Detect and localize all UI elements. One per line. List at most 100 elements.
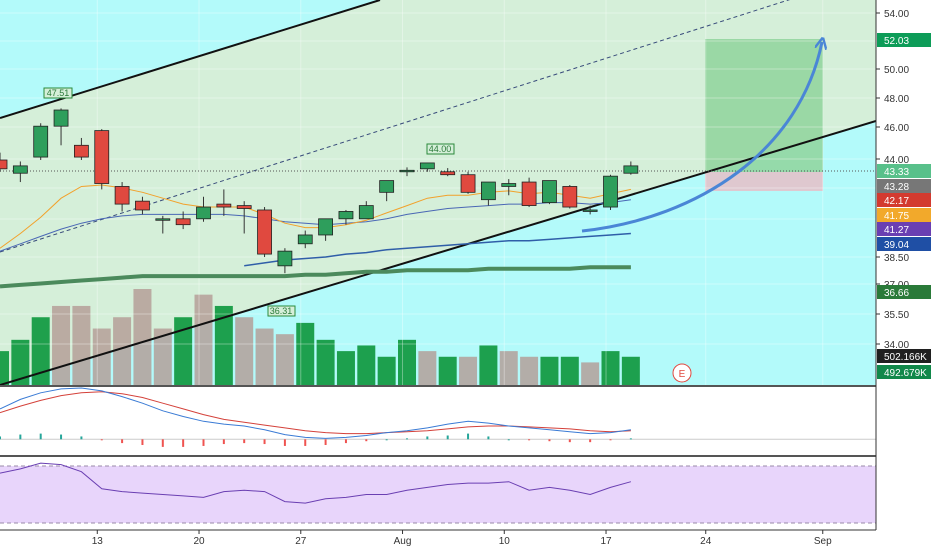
candle [53, 108, 69, 146]
candle [338, 209, 354, 225]
volume-bar [316, 339, 335, 385]
candle [236, 201, 252, 234]
price-axis[interactable] [876, 0, 932, 530]
candle [257, 207, 272, 258]
earnings-marker-text: E [679, 369, 686, 380]
candle-body [155, 218, 171, 221]
price-label-box [877, 164, 931, 178]
candle [33, 123, 49, 160]
macd-histogram-bar [324, 439, 327, 445]
rsi-band [0, 466, 876, 523]
volume-bar [438, 356, 457, 385]
volume-bar [174, 317, 193, 385]
price-label-box [877, 349, 931, 363]
macd-histogram-bar [283, 439, 286, 446]
macd-histogram-bar [467, 433, 470, 440]
macd-histogram-bar [528, 439, 531, 441]
candle [480, 181, 496, 206]
candle-body [542, 180, 557, 204]
candle-body [338, 211, 354, 220]
candle-body [53, 109, 69, 127]
price-tick-label: 38.50 [884, 253, 909, 264]
macd-histogram-bar [202, 439, 205, 446]
candle [440, 168, 456, 177]
candle [521, 177, 537, 208]
macd-histogram-bar [263, 439, 266, 445]
earnings-marker[interactable]: E [672, 363, 692, 383]
candle [297, 230, 313, 249]
candle-body [623, 165, 639, 174]
candle [135, 196, 150, 215]
volume-bar [11, 339, 30, 385]
candle [603, 174, 618, 210]
macd-histogram-bar [0, 436, 1, 440]
price-label-box [877, 285, 931, 299]
volume-bar [560, 356, 579, 385]
macd-histogram-bar [507, 439, 510, 441]
price-label-text: 43.28 [884, 182, 909, 193]
price-label-box [877, 222, 931, 236]
volume-bar [133, 289, 152, 385]
macd-histogram-bar [426, 436, 429, 440]
macd-histogram-bar [548, 439, 551, 442]
volume-bar [52, 305, 71, 385]
candle [318, 218, 334, 241]
price-label-text: 43.33 [884, 167, 909, 178]
price-label-text: 36.66 [884, 288, 909, 299]
macd-line [0, 387, 631, 439]
annotation-high-2-text: 44.00 [429, 144, 452, 154]
time-tick-label: Aug [394, 536, 412, 547]
candle [379, 180, 395, 202]
candle-body [440, 171, 456, 176]
time-tick-label: 24 [700, 536, 712, 547]
price-label-text: 39.04 [884, 240, 909, 251]
price-label-box [877, 193, 931, 207]
candle [196, 196, 211, 222]
price-label-text: 41.75 [884, 211, 909, 222]
candle-body [603, 175, 618, 208]
price-label-text: 42.17 [884, 196, 909, 207]
macd-histogram-bar [568, 439, 571, 443]
volume-bar [581, 362, 600, 385]
price-label-text: 502.166K [884, 352, 927, 363]
macd-histogram-bar [406, 438, 408, 440]
macd-pane [0, 387, 876, 455]
channel-mid-line [0, 0, 791, 253]
candle-body [216, 203, 232, 208]
volume-bar [92, 328, 111, 385]
macd-histogram-bar [100, 439, 103, 441]
price-axis-labels: 52.03 43.33 43.28 42.17 41.75 41.27 39.04 36.66… [877, 33, 931, 379]
annotation-low: 36.31 [267, 305, 296, 317]
price-tick-label: 34.00 [884, 340, 909, 351]
price-label-text: 41.27 [884, 225, 909, 236]
price-label-box [877, 365, 931, 379]
volume-bar [296, 322, 315, 385]
time-axis[interactable] [0, 530, 932, 550]
candle-body [175, 218, 191, 226]
macd-histogram-bar [80, 436, 83, 440]
volume-bar [275, 334, 294, 385]
price-tick-label: 54.00 [884, 9, 909, 20]
price-tick-label: 46.00 [884, 123, 909, 134]
annotation-high-2: 44.00 [426, 143, 455, 155]
candle-body [419, 162, 435, 170]
price-label-box [877, 33, 931, 47]
macd-histogram-bar [60, 434, 63, 440]
projection-arrow [581, 42, 822, 233]
macd-histogram-bar [161, 439, 164, 447]
time-tick-label: Sep [814, 536, 832, 547]
candle [74, 137, 89, 160]
candle-body [582, 209, 598, 212]
price-label-text: 492.679K [884, 368, 927, 379]
time-tick-label: 10 [499, 536, 511, 547]
macd-histogram-bar [609, 439, 612, 441]
volume-bar [377, 356, 396, 385]
candle [623, 161, 639, 175]
macd-histogram-bar [385, 439, 388, 441]
candle-body [358, 205, 374, 220]
candle [216, 189, 232, 216]
candle-body [399, 169, 415, 173]
macd-histogram-bar [446, 435, 449, 440]
candle-body [0, 159, 8, 170]
volume-bar [357, 345, 376, 385]
